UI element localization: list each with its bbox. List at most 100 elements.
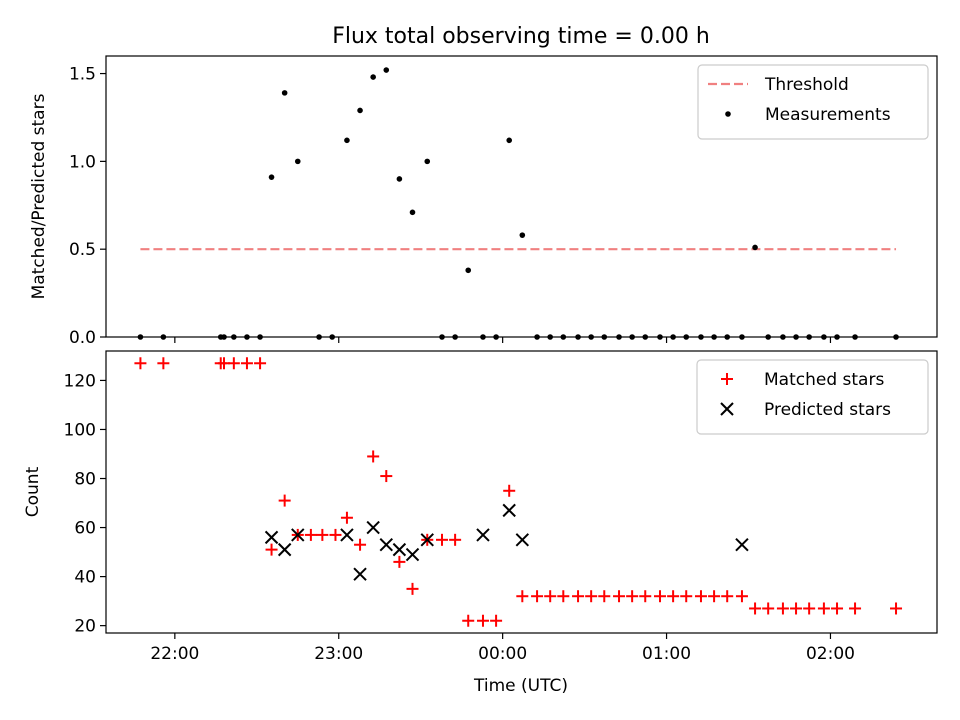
- matched-star-point: [735, 590, 748, 603]
- legend-label: Matched stars: [764, 370, 884, 390]
- matched-star-point: [380, 470, 393, 483]
- matched-star-point: [340, 511, 353, 524]
- matched-star-point: [278, 494, 291, 507]
- measurement-point: [752, 244, 758, 251]
- y-tick-label: 120: [64, 371, 96, 391]
- legend-label: Measurements: [765, 105, 891, 125]
- matched-star-point: [572, 590, 585, 603]
- y-tick-label: 60: [74, 519, 96, 539]
- y-tick-label: 40: [74, 568, 96, 588]
- axes-frame: [105, 55, 938, 338]
- matched-star-point: [329, 528, 342, 541]
- predicted-star-point: [392, 542, 407, 557]
- y-tick-label: 1.5: [69, 65, 96, 85]
- measurement-point: [281, 90, 288, 96]
- predicted-star-point: [502, 503, 516, 518]
- matched-star-point: [354, 538, 367, 551]
- predicted-star-point: [476, 528, 490, 542]
- predicted-star-point: [353, 567, 367, 581]
- matched-star-point: [694, 590, 707, 603]
- legend-label: Predicted stars: [764, 400, 891, 420]
- matched-star-point: [790, 602, 803, 615]
- matched-star-point: [849, 602, 862, 615]
- count-panel: 20 40 60 80 100 120 22:00 23:00 00:00 01:00 02:00 C…: [23, 350, 938, 664]
- matched-star-point: [265, 543, 278, 556]
- matched-star-point: [406, 582, 419, 595]
- matched-star-point: [134, 357, 147, 370]
- y-tick-label: 0.5: [69, 240, 96, 260]
- measurement-point: [465, 267, 472, 274]
- matched-star-point: [667, 590, 680, 603]
- matched-star-point: [254, 357, 267, 370]
- x-tick-label: 23:00: [314, 644, 363, 664]
- matched-star-point: [157, 357, 170, 370]
- y-tick-label: 1.0: [69, 152, 96, 172]
- matched-star-point: [531, 590, 544, 603]
- matched-star-point: [436, 533, 449, 546]
- predicted-star-point: [515, 533, 530, 547]
- matched-star-point: [890, 602, 903, 615]
- matched-star-point: [544, 590, 557, 603]
- matched-star-point: [516, 590, 529, 603]
- matched-star-point: [304, 528, 317, 541]
- x-tick-label: 02:00: [806, 644, 855, 664]
- matched-star-point: [227, 357, 240, 370]
- x-tick-label: 00:00: [478, 644, 527, 664]
- matched-star-point: [817, 602, 830, 615]
- matched-star-point: [721, 590, 734, 603]
- matched-star-point: [449, 533, 462, 546]
- predicted-star-point: [264, 530, 279, 545]
- measurement-point: [370, 74, 376, 80]
- predicted-star-point: [291, 528, 305, 542]
- predicted-star-point: [340, 528, 354, 542]
- predicted-star-point: [405, 547, 420, 562]
- y-tick-label: 0.0: [69, 328, 96, 348]
- y-tick-label: 20: [74, 617, 96, 637]
- measurement-point: [383, 67, 390, 73]
- measurement-point: [294, 158, 301, 165]
- matched-star-point: [316, 528, 329, 541]
- y-tick-label: 80: [74, 470, 96, 490]
- matched-star-point: [654, 590, 666, 603]
- predicted-star-point: [379, 538, 393, 552]
- matched-star-point: [613, 590, 626, 603]
- x-axis-label: Time (UTC): [473, 676, 568, 696]
- legend: Matched stars Predicted stars: [696, 359, 929, 435]
- matched-star-point: [762, 602, 775, 615]
- x-tick-label: 01:00: [642, 644, 691, 664]
- matched-star-point: [367, 450, 380, 463]
- legend-label: Threshold: [764, 75, 849, 95]
- x-tick-label: 22:00: [150, 644, 199, 664]
- matched-star-point: [708, 590, 721, 603]
- legend: Threshold Measurements: [697, 64, 929, 140]
- matched-star-point: [476, 614, 489, 627]
- legend-predicted-swatch: [720, 402, 734, 416]
- measurement-point: [409, 209, 416, 216]
- legend-box: [696, 359, 929, 435]
- matched-star-point: [585, 590, 598, 603]
- legend-box: [697, 64, 929, 140]
- matched-star-point: [639, 590, 652, 603]
- measurement-point: [506, 137, 513, 144]
- matched-star-point: [240, 357, 253, 370]
- measurement-point: [424, 158, 431, 165]
- measurement-point: [396, 176, 403, 182]
- measurement-point: [268, 174, 275, 180]
- matched-star-point: [490, 614, 503, 627]
- matched-star-point: [393, 555, 406, 568]
- matched-star-point: [557, 590, 570, 603]
- matched-star-point: [776, 602, 789, 615]
- measurement-point: [519, 232, 526, 238]
- chart-title: Flux total observing time = 0.00 h: [332, 24, 710, 49]
- matched-star-point: [831, 602, 844, 615]
- measurement-point: [344, 137, 350, 144]
- y-axis-label: Count: [23, 466, 43, 517]
- matched-star-point: [749, 602, 762, 615]
- matched-star-point: [680, 590, 693, 603]
- measurement-point: [357, 107, 363, 114]
- predicted-star-point: [277, 542, 292, 557]
- predicted-star-point: [735, 538, 749, 552]
- matched-star-point: [598, 590, 611, 603]
- axes-frame: [105, 350, 938, 634]
